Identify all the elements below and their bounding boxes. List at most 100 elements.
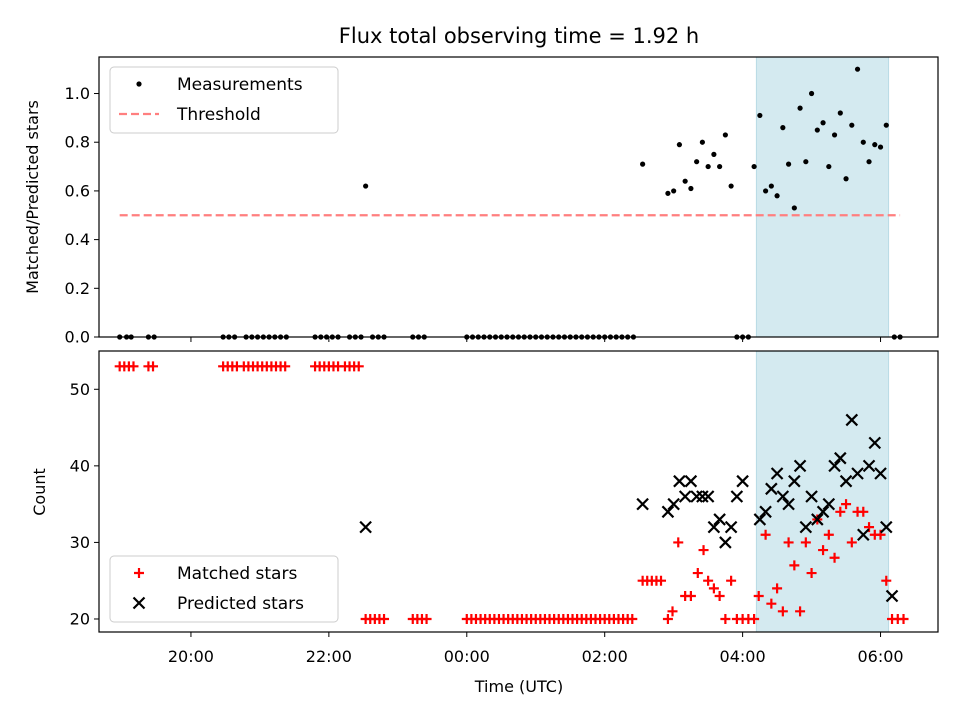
top-ytick-label: 0.4 [65, 230, 90, 249]
bottom-matched-stars-point [841, 499, 852, 510]
top-legend-measurements-swatch [136, 81, 142, 87]
bottom-matched-stars-point [800, 537, 811, 548]
bottom-axes-frame [98, 350, 939, 633]
top-measurements-point [688, 185, 694, 192]
bottom-predicted-stars-point [684, 474, 698, 488]
top-legend: Measurements Threshold [109, 66, 339, 134]
bottom-matched-stars-point [708, 583, 719, 594]
bottom-matched-stars-point [858, 506, 869, 517]
top-measurements-point [774, 193, 780, 199]
top-measurements-point [363, 183, 369, 189]
bottom-predicted-stars-point [636, 497, 649, 511]
top-measurements-point [849, 122, 855, 128]
bottom-legend: Matched stars Predicted stars [109, 555, 339, 623]
top-measurements-point [883, 122, 889, 128]
top-ytick-label: 0.0 [65, 328, 90, 347]
bottom-series-layer [114, 361, 909, 624]
top-measurements-point [803, 159, 809, 165]
panel-bottom: 20 30 40 50 20:00 22:00 00:00 02:00 04:00 06:00 C… [30, 350, 939, 696]
panel-top: 0.0 0.2 0.4 0.6 0.8 1.0 Matched/Predicted sta… [23, 56, 939, 347]
bottom-predicted-stars-point [822, 497, 836, 511]
top-measurements-point [866, 159, 872, 165]
top-measurements-point [705, 163, 711, 170]
bottom-xtick-label: 04:00 [720, 647, 766, 666]
bottom-ytick-label: 40 [70, 456, 90, 475]
bottom-predicted-stars-point [845, 413, 859, 427]
bottom-predicted-stars-point [782, 497, 795, 511]
bottom-predicted-stars-point [707, 520, 721, 534]
bottom-predicted-stars-point [667, 497, 680, 511]
top-ytick-label: 1.0 [65, 84, 90, 103]
bottom-matched-stars-point [714, 591, 725, 602]
bottom-predicted-stars-point [799, 520, 813, 534]
bottom-matched-stars-point [881, 575, 892, 586]
top-measurements-point [814, 127, 820, 133]
bottom-matched-stars-point [685, 591, 696, 602]
top-measurements-point [785, 161, 792, 167]
bottom-predicted-stars-point [673, 474, 686, 488]
bottom-matched-stars-point [421, 613, 432, 624]
top-measurements-point [820, 120, 826, 126]
bottom-legend-box [109, 555, 339, 623]
top-measurements-point [791, 205, 797, 211]
bottom-predicted-stars-point [811, 513, 824, 526]
bottom-matched-stars-point [898, 613, 909, 624]
top-measurements-point [676, 142, 683, 148]
bottom-matched-stars-point [795, 606, 806, 617]
top-measurements-point [682, 178, 688, 184]
bottom-predicted-stars-point [696, 490, 709, 503]
bottom-predicted-stars-point [851, 467, 864, 480]
top-measurements-point [860, 139, 866, 145]
bottom-matched-stars-point [753, 591, 764, 602]
bottom-matched-stars-point [806, 568, 817, 579]
bottom-xtick-label: 22:00 [306, 647, 352, 666]
bottom-matched-stars-point [818, 545, 829, 556]
top-legend-threshold-label: Threshold [176, 105, 261, 125]
bottom-matched-stars-point [667, 606, 678, 617]
bottom-ylabel: Count [30, 468, 49, 516]
bottom-matched-stars-point [692, 568, 703, 579]
bottom-matched-stars-point [698, 545, 709, 556]
bottom-xtick-label: 00:00 [444, 647, 490, 666]
top-measurements-point [717, 163, 723, 170]
top-measurements-point [699, 139, 705, 145]
bottom-predicted-stars-point [776, 490, 790, 503]
top-ytick-label: 0.2 [65, 279, 90, 298]
bottom-matched-stars-point [749, 613, 760, 624]
bottom-predicted-stars-point [805, 490, 818, 503]
bottom-matched-stars-point [846, 537, 857, 548]
bottom-predicted-stars-point [719, 536, 732, 549]
bottom-predicted-stars-point [661, 505, 675, 519]
bottom-predicted-stars-point [701, 490, 715, 503]
top-measurements-point [763, 188, 769, 194]
bottom-matched-stars-point [662, 613, 673, 624]
bottom-matched-stars-point [148, 361, 159, 372]
bottom-predicted-stars-point [713, 513, 726, 526]
top-measurements-point [768, 183, 774, 189]
bottom-predicted-stars-point [678, 490, 692, 503]
bottom-xtick-label: 06:00 [857, 647, 903, 666]
top-axes-frame [98, 56, 939, 338]
bottom-matched-stars-point [656, 575, 667, 586]
bottom-legend-predicted-stars-label: Predicted stars [177, 594, 304, 614]
bottom-matched-stars-point [829, 552, 840, 563]
top-measurements-point [694, 159, 700, 165]
bottom-matched-stars-point [760, 529, 771, 540]
top-measurements-point [665, 190, 671, 196]
bottom-ytick-label: 30 [70, 533, 90, 552]
bottom-predicted-stars-point [765, 482, 778, 496]
bottom-matched-stars-point [772, 583, 783, 594]
bottom-matched-stars-point [823, 529, 834, 540]
bottom-legend-matched-stars-label: Matched stars [177, 564, 297, 584]
top-measurements-point [826, 163, 832, 170]
bottom-predicted-stars-point [862, 459, 876, 473]
bottom-predicted-stars-point [753, 513, 767, 526]
bottom-xtick-label: 02:00 [582, 647, 628, 666]
top-measurements-point [854, 66, 861, 72]
bottom-predicted-stars-point [868, 436, 882, 450]
bottom-matched-stars-point [726, 575, 737, 586]
bottom-xtick-label: 20:00 [168, 647, 214, 666]
bottom-predicted-stars-point [880, 520, 893, 534]
bottom-predicted-stars-point [730, 490, 744, 503]
bottom-matched-stars-point [353, 361, 364, 372]
